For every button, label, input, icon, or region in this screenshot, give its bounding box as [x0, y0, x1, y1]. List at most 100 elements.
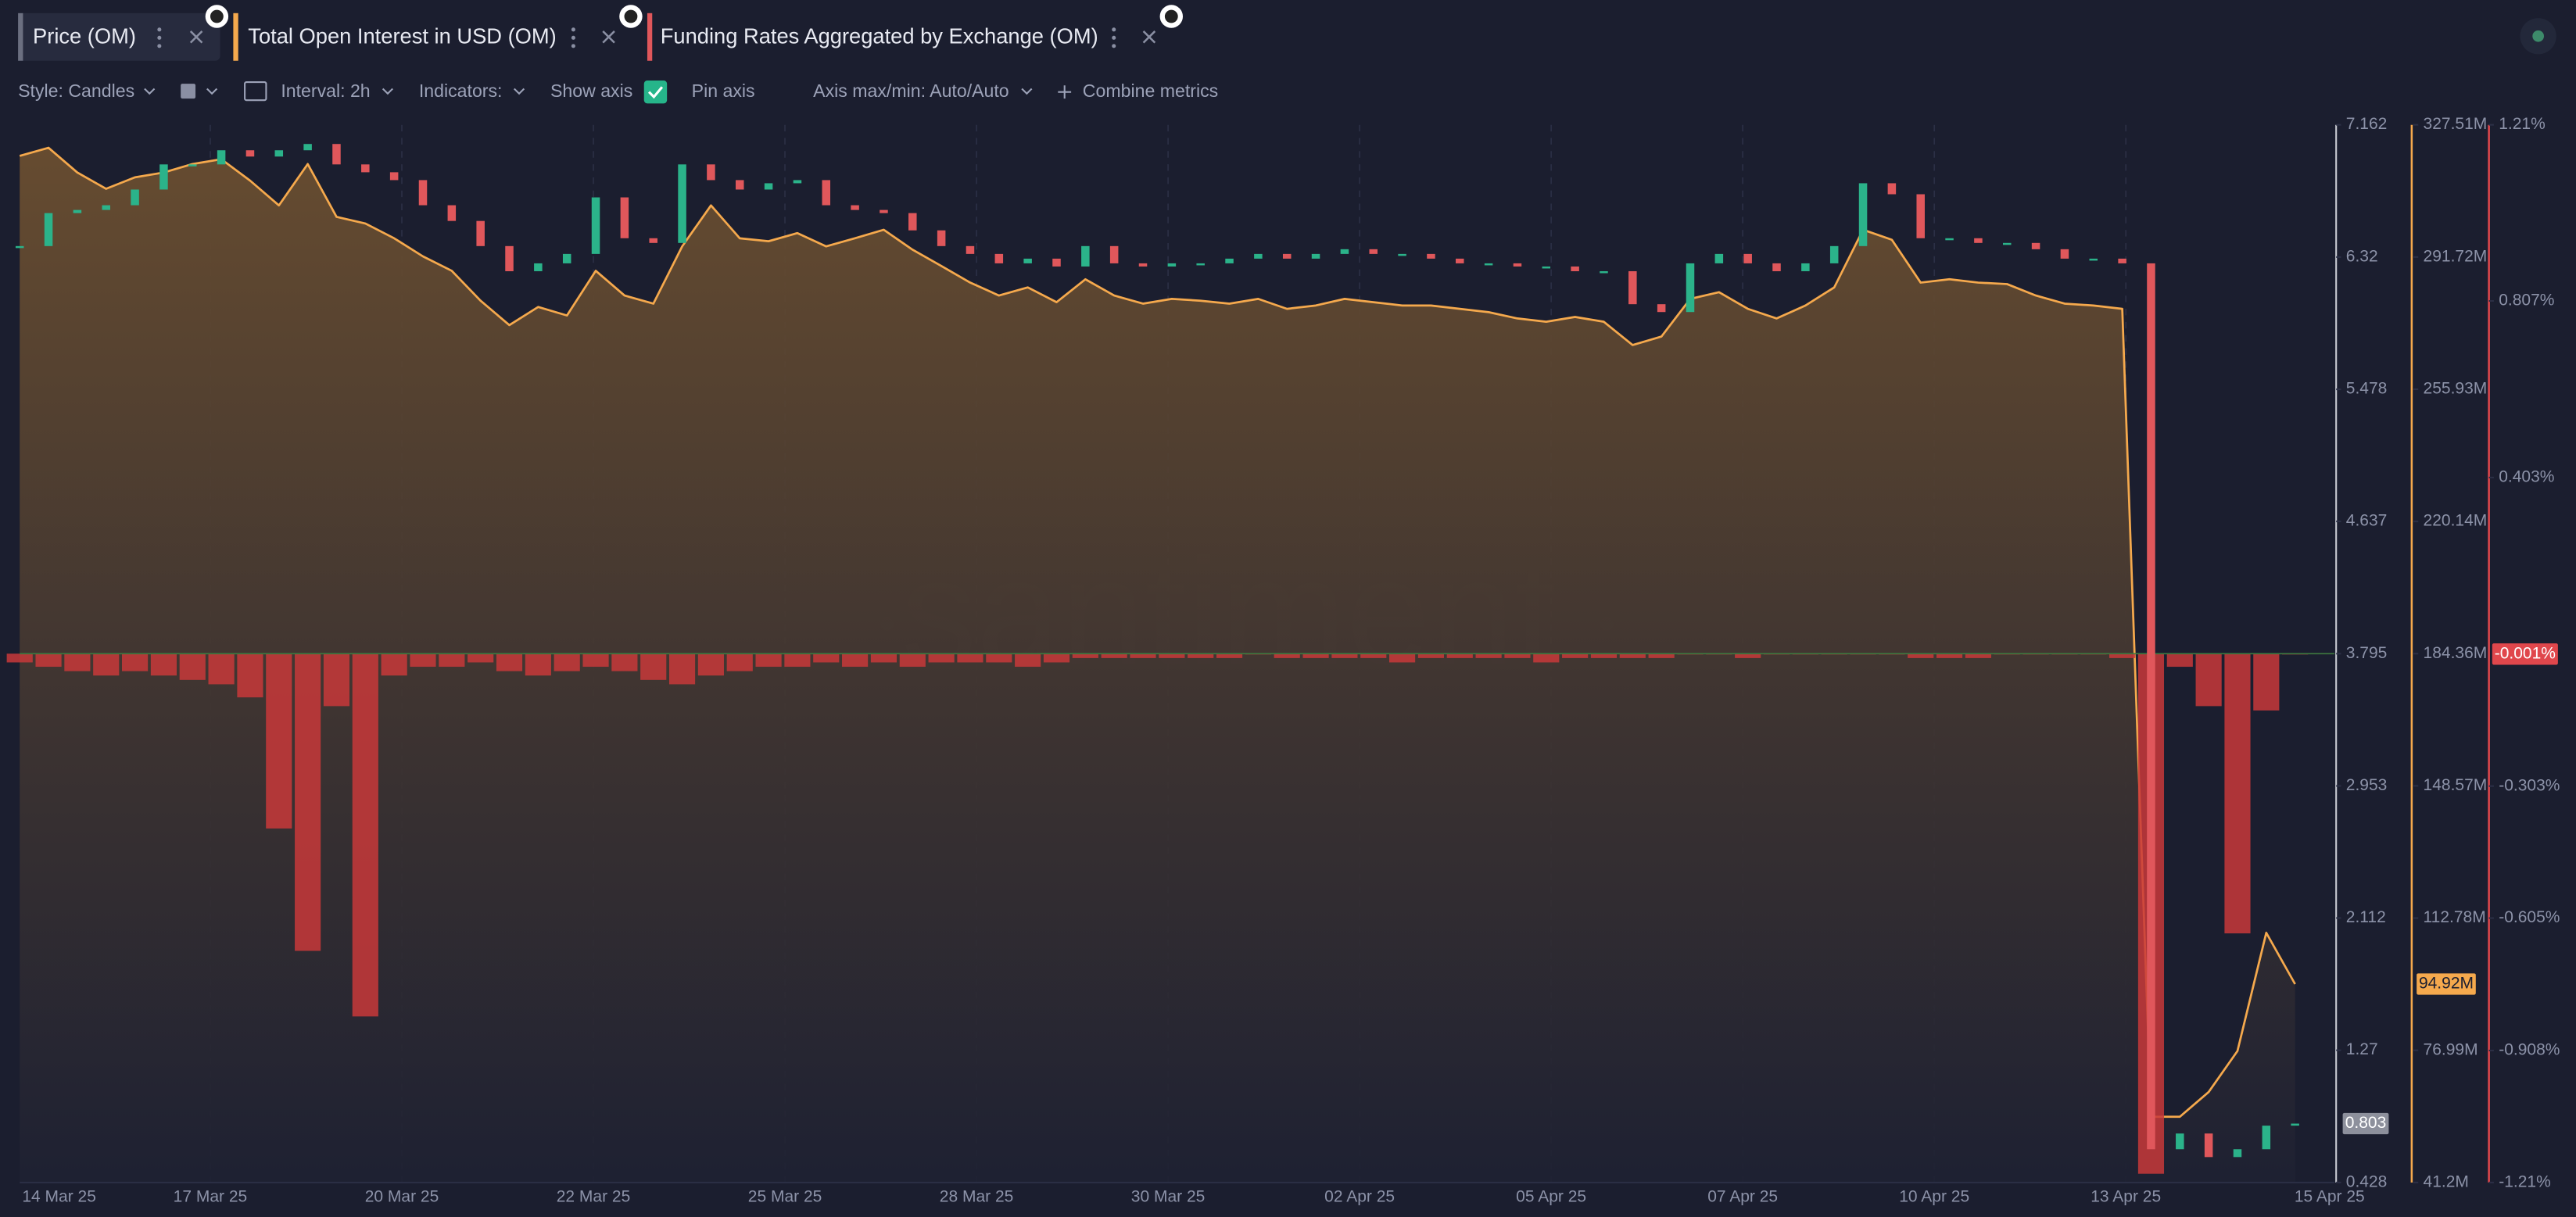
tab-label[interactable]: Total Open Interest in USD (OM) [248, 24, 556, 48]
funding-bar [1590, 653, 1618, 658]
chevron [206, 88, 218, 95]
menu-icon[interactable] [1112, 27, 1116, 48]
candle [1282, 253, 1292, 259]
show-axis-checkbox[interactable] [643, 80, 668, 104]
x-tick-label: 15 Apr 25 [2295, 1187, 2365, 1205]
candle [591, 197, 600, 254]
funding-bar [179, 653, 206, 680]
y3-current-label: -0.001% [2495, 644, 2556, 662]
show-axis-label: Show axis [550, 81, 632, 101]
candle [73, 209, 82, 213]
funding-bar [2195, 653, 2222, 707]
y-current-badge [2342, 1112, 2389, 1135]
chevron [1021, 88, 1033, 95]
candle [2031, 242, 2040, 249]
funding-bar [93, 653, 120, 676]
y3-tick-label: -0.303% [2499, 776, 2560, 794]
interval-select[interactable]: Interval: 2h [281, 81, 370, 101]
candle [1081, 245, 1090, 267]
candle [2060, 249, 2069, 259]
funding-bar [1475, 653, 1502, 658]
candle [1052, 258, 1061, 267]
funding-bar [2109, 653, 2136, 658]
funding-bar [1043, 653, 1070, 663]
close-icon[interactable] [189, 30, 203, 44]
x-tick-label: 02 Apr 25 [1324, 1187, 1395, 1205]
funding-bar [1072, 653, 1098, 658]
candle [735, 180, 744, 190]
funding-bar [1302, 653, 1329, 658]
close-icon[interactable] [1142, 30, 1156, 44]
funding-bar [668, 653, 696, 685]
candle [15, 245, 24, 249]
candle [1628, 270, 1637, 305]
menu-icon[interactable] [157, 27, 162, 48]
tab-label[interactable]: Funding Rates Aggregated by Exchange (OM… [661, 24, 1098, 48]
candle [1225, 258, 1234, 263]
candle [1109, 245, 1119, 263]
chain-icon-inner [624, 9, 638, 23]
oi-area [20, 148, 2295, 1183]
candle [1398, 253, 1406, 256]
y-tick-label: 6.32 [2346, 247, 2378, 265]
chevron [513, 88, 525, 95]
y3-tick-label: -1.21% [2499, 1172, 2551, 1190]
y3-tick-label: 0.807% [2499, 292, 2554, 310]
candle [649, 238, 657, 243]
x-tick-label: 14 Mar 25 [22, 1187, 96, 1205]
funding-bar [1360, 653, 1387, 658]
funding-bar [439, 653, 465, 668]
y3-tick-label: 1.21% [2499, 115, 2546, 133]
candle [361, 164, 370, 173]
candle [1858, 183, 1868, 246]
chevron [144, 88, 156, 95]
candle [303, 144, 312, 151]
candle [880, 209, 888, 213]
candle [1167, 263, 1177, 267]
funding-bar [150, 653, 177, 676]
candle [1887, 183, 1897, 195]
toolbar: Style: Candles Interval: 2h Indicators: … [18, 81, 1218, 104]
axis-minmax-select[interactable]: Axis max/min: Auto/Auto [813, 81, 1009, 101]
metric-tabs: Price (OM) Total Open Interest in USD (O… [18, 5, 1184, 61]
funding-bar [1562, 653, 1589, 658]
x-tick-label: 25 Mar 25 [748, 1187, 822, 1205]
funding-bar [1331, 653, 1358, 658]
funding-bar [640, 653, 667, 680]
y-tick-label: 0.428 [2346, 1172, 2388, 1190]
tab[interactable] [18, 13, 220, 61]
menu-icon[interactable] [571, 27, 575, 48]
y2-tick-label: 291.72M [2424, 247, 2488, 265]
status-dot [2532, 30, 2545, 42]
candle [2291, 1123, 2299, 1126]
candle [562, 253, 571, 263]
candle [1772, 263, 1781, 271]
y3-tick-label: 0.403% [2499, 467, 2554, 485]
combine-metrics[interactable]: Combine metrics [1083, 81, 1218, 101]
funding-bar [410, 653, 436, 668]
check [647, 86, 664, 99]
candle [332, 144, 341, 165]
plus-icon [1058, 85, 1072, 99]
funding-bar [1159, 653, 1185, 658]
style-select[interactable]: Style: Candles [18, 81, 134, 101]
funding-bar [266, 653, 292, 829]
candle [1513, 263, 1522, 267]
pin-axis[interactable]: Pin axis [692, 81, 755, 101]
close-icon[interactable] [602, 30, 615, 44]
candle [447, 205, 457, 221]
candle [131, 189, 139, 206]
color-swatch[interactable] [181, 84, 196, 99]
y-current-label: 0.803 [2345, 1114, 2387, 1132]
funding-bar [1735, 653, 1761, 658]
funding-bar [1446, 653, 1473, 658]
tab-color [18, 13, 23, 61]
indicators-select[interactable]: Indicators: [419, 81, 503, 101]
candle [1974, 238, 1983, 243]
candle [1657, 304, 1666, 313]
funding-bar [2224, 653, 2251, 934]
funding-bar [122, 653, 149, 671]
funding-bar [899, 653, 926, 668]
y-tick-label: 2.953 [2346, 776, 2388, 794]
